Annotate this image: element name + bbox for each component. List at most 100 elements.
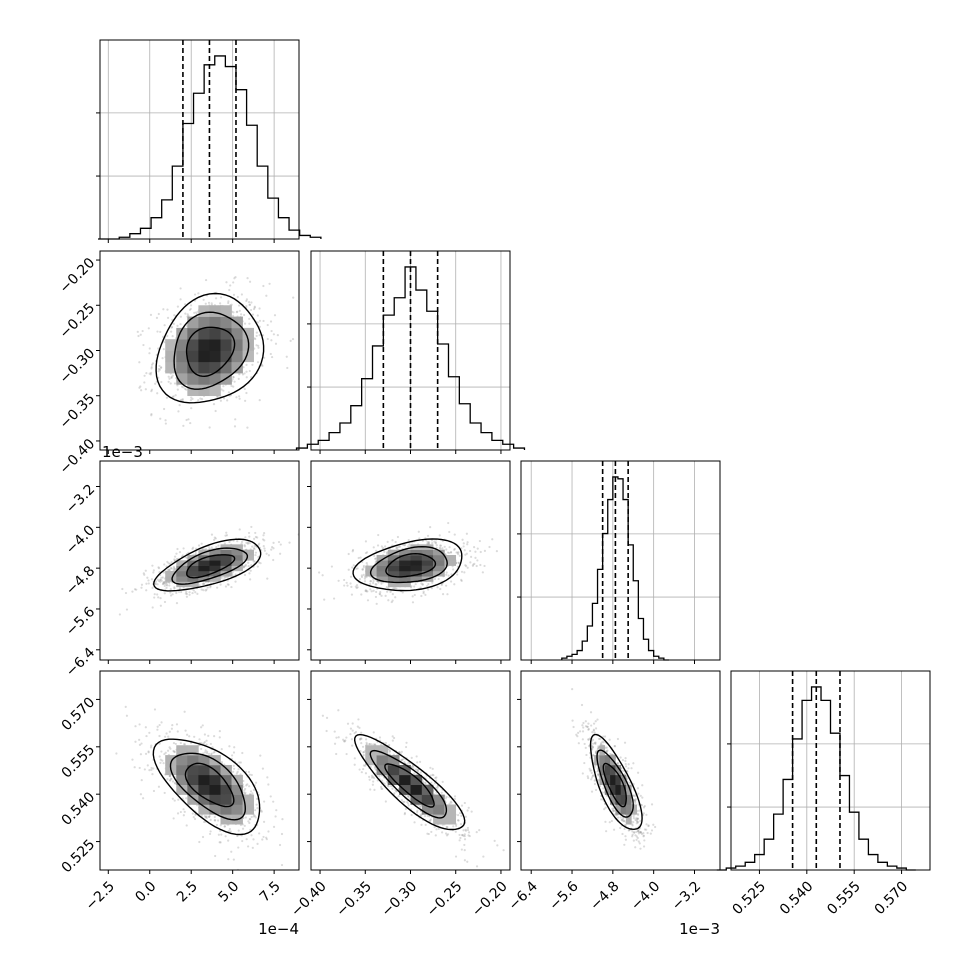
scatter-point	[443, 545, 446, 548]
scatter-point	[593, 779, 596, 782]
scatter-point	[457, 561, 460, 565]
scatter-point	[456, 814, 460, 817]
scatter-point	[269, 795, 272, 798]
scatter-point	[321, 714, 324, 717]
scatter-point	[179, 323, 182, 326]
scatter-point	[232, 311, 235, 314]
scatter-point	[204, 302, 207, 305]
scatter-point	[147, 582, 150, 585]
scatter-point	[369, 580, 372, 583]
scatter-point	[395, 790, 398, 793]
scatter-point	[476, 547, 479, 550]
scatter-point	[439, 547, 442, 550]
scatter-point	[255, 334, 258, 338]
density-cell	[220, 549, 232, 556]
scatter-point	[187, 314, 190, 317]
scatter-point	[642, 834, 645, 837]
scatter-point	[463, 859, 466, 862]
scatter-point	[149, 373, 152, 376]
scatter-point	[469, 561, 472, 564]
histogram-panel-0	[96, 39, 322, 243]
scatter-point	[419, 804, 422, 808]
scatter-point	[219, 302, 222, 305]
scatter-point	[150, 371, 153, 374]
scatter-point	[215, 546, 218, 549]
scatter-point	[163, 592, 166, 595]
scatter-point	[289, 339, 292, 342]
scatter-point	[421, 780, 425, 783]
density-cell	[176, 774, 188, 786]
scatter-point	[226, 583, 229, 586]
scatter-point	[389, 590, 392, 593]
scatter-point	[139, 333, 142, 336]
scatter-point	[482, 855, 485, 858]
scatter-point	[166, 749, 170, 752]
scatter-point	[420, 594, 423, 598]
scatter-point	[225, 534, 229, 537]
density-cell	[209, 794, 221, 805]
scatter-point	[188, 735, 191, 738]
density-cell	[209, 549, 221, 556]
scatter-point	[214, 854, 217, 858]
scatter-point	[413, 593, 416, 597]
scatter-point	[224, 534, 227, 537]
scatter-point	[362, 764, 366, 767]
density-cell	[209, 316, 221, 329]
scatter-point	[223, 576, 226, 579]
scatter-point	[398, 751, 401, 754]
scatter-point	[205, 752, 209, 755]
contour-line	[353, 733, 466, 831]
histogram-step	[98, 55, 322, 240]
scatter-point	[250, 376, 253, 379]
panel-frame	[99, 39, 300, 240]
scatter-point	[624, 762, 627, 766]
density-cell	[399, 576, 411, 582]
scatter-point	[407, 802, 410, 805]
scatter-point	[160, 721, 163, 724]
scatter-point	[454, 855, 458, 858]
scatter-point	[593, 765, 596, 768]
scatter-point	[139, 385, 142, 388]
scatter-point	[240, 540, 244, 543]
scatter-point	[449, 800, 452, 803]
scatter-point	[192, 546, 195, 549]
panel-content	[115, 705, 284, 870]
scatter-point	[185, 733, 189, 736]
scatter-point	[207, 752, 211, 756]
scatter-point	[240, 542, 243, 545]
scatter-point	[138, 723, 141, 726]
scatter-point	[207, 545, 210, 548]
scatter-point	[166, 584, 169, 587]
density-cell	[399, 560, 411, 566]
scatter-point	[173, 555, 177, 558]
scatter-point	[386, 540, 389, 544]
scatter-point	[229, 284, 232, 287]
scatter-point	[350, 738, 353, 741]
scatter-point	[182, 547, 185, 550]
density-cell	[209, 784, 221, 795]
scatter-point	[364, 772, 368, 775]
scatter-point	[228, 745, 231, 748]
scatter-point	[173, 586, 176, 589]
scatter-point	[343, 584, 346, 587]
scatter-point	[179, 287, 182, 290]
scatter-point	[205, 739, 208, 742]
density-cell	[231, 774, 243, 786]
scatter-point	[247, 301, 251, 304]
scatter-point	[380, 545, 383, 548]
scatter-point	[138, 738, 141, 741]
density-cell	[231, 565, 243, 572]
scatter-point	[248, 303, 251, 306]
density-cell	[198, 570, 210, 577]
scatter-point	[257, 346, 260, 349]
scatter-point	[445, 548, 448, 551]
density-cell	[410, 576, 423, 582]
density-cell	[376, 554, 389, 561]
scatter-point	[246, 426, 249, 429]
scatter-point	[257, 561, 261, 564]
scatter-point	[167, 735, 170, 738]
scatter-point	[235, 772, 238, 775]
scatter-point	[178, 551, 182, 554]
scatter-point	[142, 572, 145, 575]
scatter-point	[429, 819, 432, 822]
